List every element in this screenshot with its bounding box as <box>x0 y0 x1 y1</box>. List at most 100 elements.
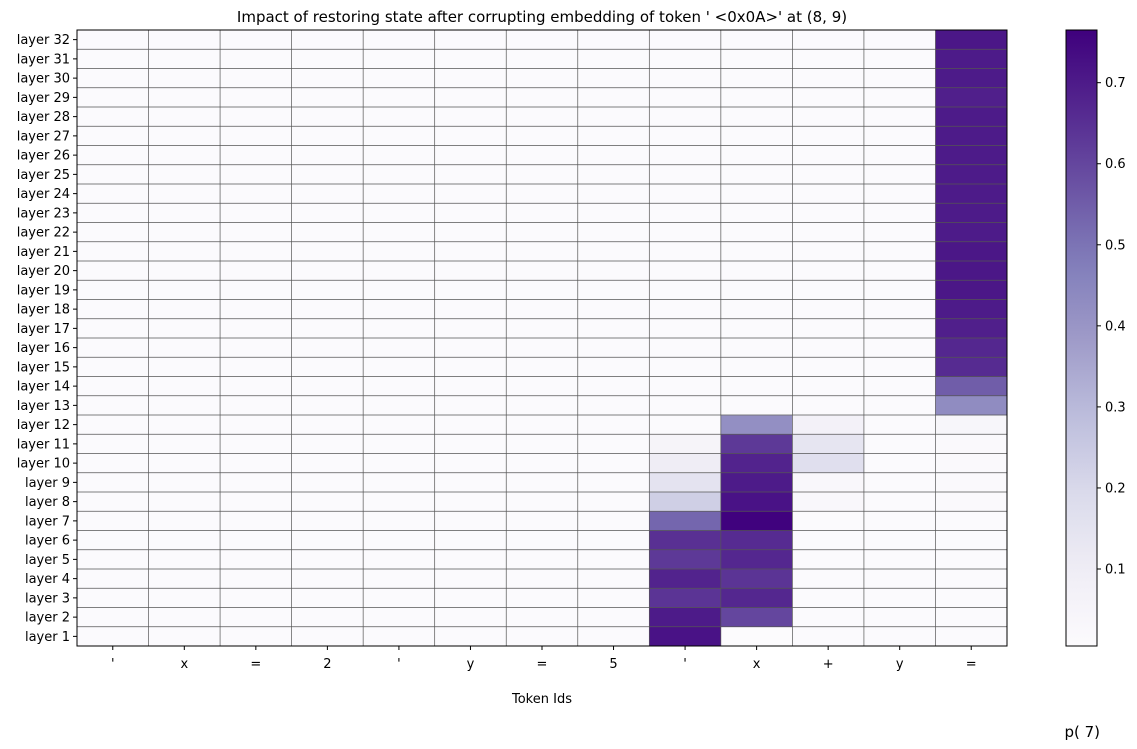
heatmap-cell <box>577 472 650 493</box>
heatmap-cell <box>363 472 435 493</box>
heatmap-cell <box>935 49 1008 69</box>
heatmap-cell <box>363 395 435 416</box>
heatmap-cell <box>935 30 1008 50</box>
heatmap-cell <box>77 453 149 474</box>
heatmap-cell <box>649 511 722 531</box>
heatmap-cell <box>434 299 507 320</box>
heatmap-cell <box>935 588 1008 608</box>
heatmap-cell <box>434 434 507 454</box>
heatmap-cell <box>434 318 507 339</box>
heatmap-cell <box>935 530 1008 551</box>
heatmap-cell <box>649 49 722 69</box>
heatmap-cell <box>77 569 149 589</box>
heatmap-cell <box>649 261 722 281</box>
heatmap-cell <box>220 107 292 127</box>
heatmap-cell <box>291 318 364 339</box>
heatmap-cell <box>291 607 364 628</box>
heatmap-cell <box>720 68 793 89</box>
heatmap-cell <box>649 453 722 474</box>
heatmap-cell <box>577 376 650 397</box>
heatmap-cell <box>220 164 292 185</box>
heatmap-cell <box>77 626 149 647</box>
heatmap-cell <box>720 30 793 50</box>
heatmap-cell <box>649 107 722 127</box>
heatmap-cell <box>148 30 221 50</box>
heatmap-cell <box>863 241 936 262</box>
heatmap-cell <box>577 357 650 377</box>
heatmap-cell <box>148 338 221 358</box>
heatmap-cell <box>363 530 435 551</box>
heatmap-cell <box>935 241 1008 262</box>
heatmap-cell <box>935 415 1008 435</box>
heatmap-cell <box>148 222 221 243</box>
heatmap-cell <box>577 30 650 50</box>
heatmap-cell <box>77 492 149 512</box>
heatmap-cell <box>720 453 793 474</box>
heatmap-cell <box>792 145 865 166</box>
heatmap-cell <box>863 569 936 589</box>
heatmap-cell <box>363 184 435 204</box>
heatmap-cell <box>720 472 793 493</box>
heatmap-cell <box>935 626 1008 647</box>
heatmap-cell <box>291 549 364 570</box>
heatmap-cell <box>792 164 865 185</box>
heatmap-cell <box>792 261 865 281</box>
heatmap-cell <box>649 145 722 166</box>
heatmap-cell <box>220 569 292 589</box>
heatmap-cell <box>577 626 650 647</box>
heatmap-cell <box>863 222 936 243</box>
heatmap-cell <box>77 395 149 416</box>
heatmap-cell <box>220 607 292 628</box>
heatmap-cell <box>363 607 435 628</box>
heatmap-cell <box>220 68 292 89</box>
heatmap-cell <box>363 549 435 570</box>
heatmap-cell <box>77 261 149 281</box>
heatmap-cell <box>506 376 579 397</box>
heatmap-cell <box>291 376 364 397</box>
heatmap-cell <box>434 164 507 185</box>
heatmap-cell <box>434 415 507 435</box>
heatmap-cell <box>720 569 793 589</box>
heatmap-cell <box>935 318 1008 339</box>
heatmap-cell <box>148 357 221 377</box>
heatmap-cell <box>363 511 435 531</box>
heatmap-cell <box>220 49 292 69</box>
heatmap-cell <box>291 222 364 243</box>
heatmap-cell <box>148 492 221 512</box>
heatmap-cell <box>434 376 507 397</box>
heatmap-cell <box>720 626 793 647</box>
x-tick-label: 5 <box>609 657 617 672</box>
heatmap-cell <box>363 453 435 474</box>
heatmap-cell <box>649 280 722 300</box>
y-tick-label: layer 6 <box>25 534 70 549</box>
heatmap-cell <box>649 30 722 50</box>
heatmap-cell <box>863 87 936 108</box>
heatmap-cell <box>720 530 793 551</box>
heatmap-cell <box>148 126 221 146</box>
heatmap-cell <box>792 299 865 320</box>
x-tick-label: = <box>966 657 977 672</box>
heatmap-cell <box>291 203 364 223</box>
heatmap-cell <box>649 126 722 146</box>
heatmap-cell <box>577 280 650 300</box>
heatmap-cell <box>577 453 650 474</box>
heatmap-cell <box>148 203 221 223</box>
chart-title: Impact of restoring state after corrupti… <box>237 8 847 26</box>
heatmap-cell <box>720 492 793 512</box>
heatmap-cell <box>720 434 793 454</box>
heatmap-cell <box>935 395 1008 416</box>
heatmap-cell <box>506 280 579 300</box>
y-tick-label: layer 18 <box>17 303 70 318</box>
heatmap-cell <box>148 549 221 570</box>
heatmap-cell <box>291 87 364 108</box>
heatmap-cell <box>506 164 579 185</box>
heatmap-cell <box>291 49 364 69</box>
colorbar-tick-label: 0.7 <box>1105 76 1126 91</box>
heatmap-cell <box>434 261 507 281</box>
heatmap-cell <box>577 415 650 435</box>
heatmap-cell <box>220 511 292 531</box>
heatmap-cell <box>863 261 936 281</box>
heatmap-cell <box>291 415 364 435</box>
heatmap-cell <box>77 164 149 185</box>
